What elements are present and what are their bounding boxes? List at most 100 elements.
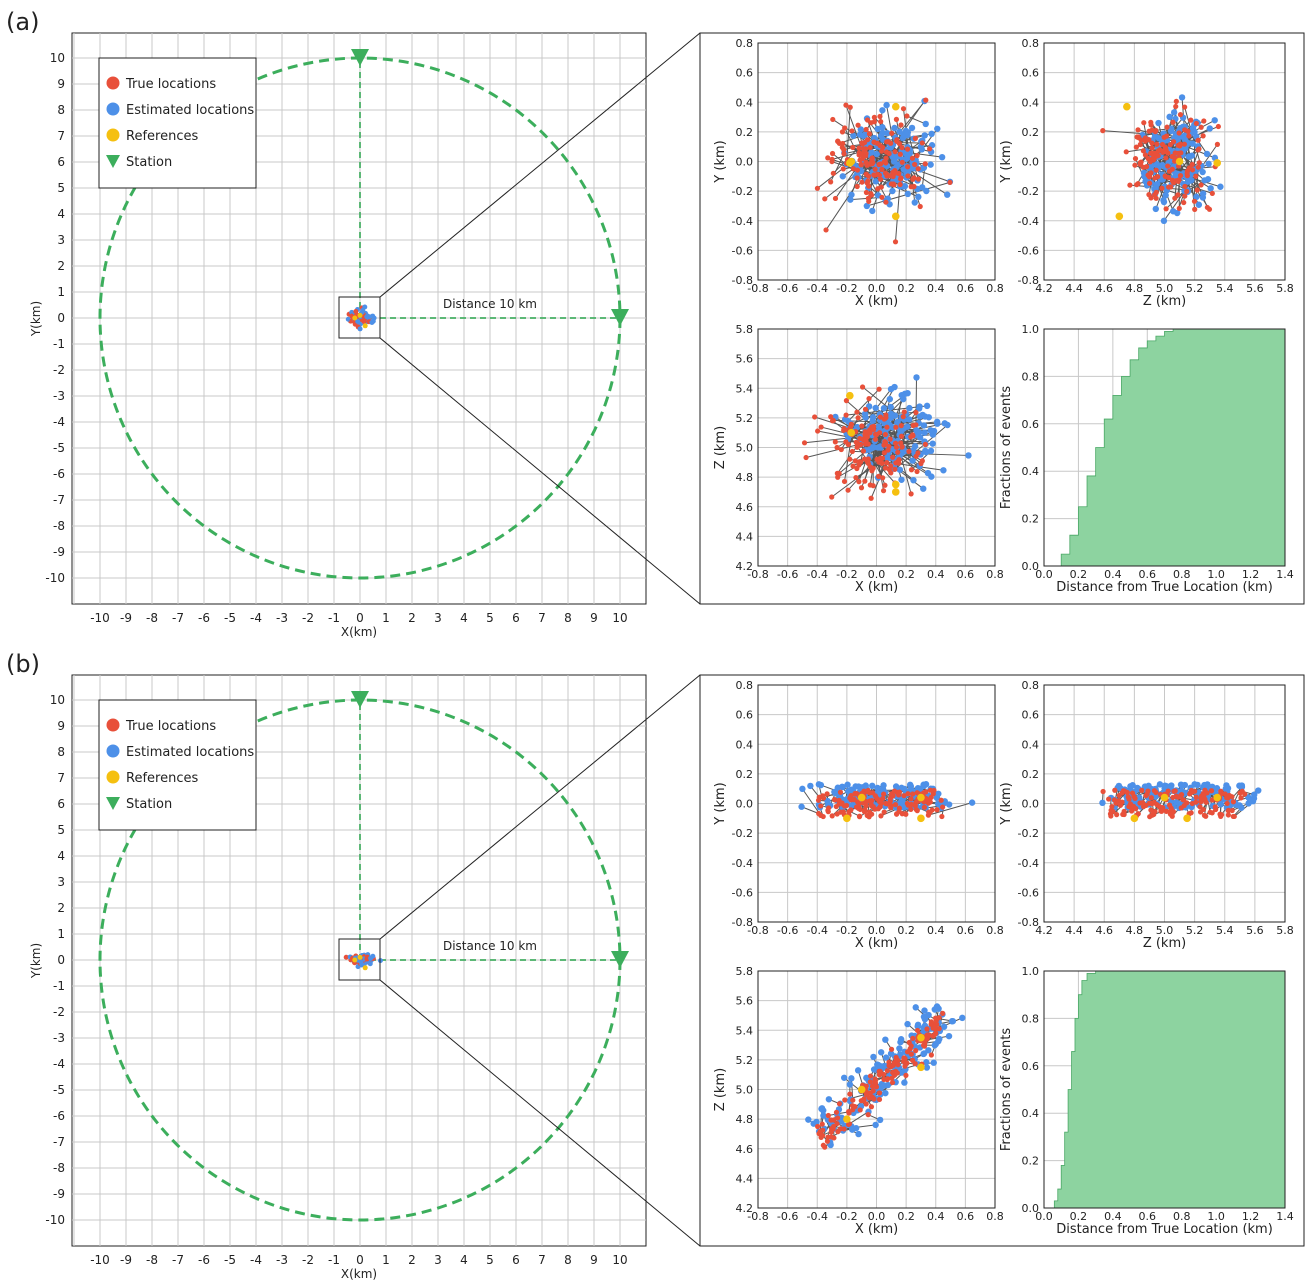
estimated-point	[1170, 109, 1178, 116]
x-tick-label: 0.8	[986, 568, 1004, 581]
true-point	[1239, 788, 1245, 794]
estimated-point	[923, 1064, 931, 1071]
true-point	[862, 406, 869, 412]
true-point	[898, 423, 904, 429]
true-point	[888, 463, 894, 469]
x-tick-label: 0.8	[986, 282, 1004, 295]
true-point	[1195, 137, 1201, 143]
estimated-point	[909, 457, 916, 464]
reference-point	[917, 793, 925, 802]
true-point	[1140, 148, 1146, 154]
y-tick-label: -4	[53, 1057, 65, 1071]
y-axis-label: Y (km)	[999, 782, 1014, 825]
y-tick-label: 5.8	[736, 323, 754, 336]
true-point	[855, 799, 861, 805]
map-event	[369, 319, 375, 325]
x-axis-label: X (km)	[855, 294, 898, 309]
true-point	[896, 808, 902, 815]
y-tick-label: 4.6	[736, 1143, 754, 1156]
estimated-point	[879, 786, 887, 793]
true-point	[834, 444, 840, 451]
x-tick-label: 3	[434, 1253, 442, 1267]
true-point	[1200, 133, 1206, 139]
legend-label: True locations	[125, 719, 216, 734]
true-point	[1125, 794, 1131, 800]
legend-marker	[106, 76, 120, 90]
true-point	[904, 800, 910, 807]
true-point	[829, 813, 835, 819]
x-tick-label: 5.4	[1216, 282, 1234, 295]
true-point	[927, 809, 933, 815]
estimated-point	[1223, 782, 1230, 789]
estimated-point	[1204, 176, 1212, 183]
true-point	[1193, 794, 1199, 800]
y-tick-label: -1	[53, 337, 65, 351]
true-point	[886, 1063, 892, 1069]
y-tick-label: -0.8	[732, 274, 753, 287]
true-point	[854, 183, 860, 190]
true-point	[1172, 195, 1178, 201]
true-point	[1198, 182, 1204, 188]
true-point	[876, 1096, 883, 1103]
true-point	[1154, 153, 1160, 159]
panel-b: (b)-10 -9 -8 -7 -6 -5 -4 -3 -2 -1 0 1 2 3 4 5 6 7 8 9 101098…	[6, 650, 1305, 1281]
estimated-point	[914, 785, 922, 792]
true-point	[858, 162, 864, 168]
x-tick-label: -0.4	[807, 282, 828, 295]
x-tick-label: -7	[172, 611, 184, 625]
estimated-point	[898, 476, 905, 483]
true-point	[818, 424, 824, 430]
true-point	[915, 166, 921, 172]
true-point	[901, 793, 907, 799]
y-tick-label: 4	[57, 207, 65, 221]
estimated-point	[880, 405, 888, 412]
true-point	[865, 1112, 871, 1118]
reference-point	[857, 1085, 866, 1094]
estimated-point	[968, 799, 976, 806]
x-tick-label: 0.8	[1173, 568, 1191, 581]
x-tick-label: 1.0	[1207, 568, 1225, 581]
estimated-point	[1142, 783, 1149, 790]
true-point	[906, 448, 912, 455]
x-axis-label: X (km)	[855, 580, 898, 595]
true-point	[1224, 800, 1230, 807]
y-tick-label: 0	[57, 953, 65, 967]
x-tick-label: 5	[486, 1253, 494, 1267]
y-tick-label: 4.4	[736, 1172, 754, 1185]
true-point	[855, 122, 861, 128]
true-point	[863, 189, 870, 196]
y-tick-label: 0.0	[736, 798, 754, 811]
offset-line	[915, 377, 918, 425]
true-point	[900, 414, 906, 420]
y-tick-label: 0.4	[1022, 465, 1040, 478]
x-tick-label: 0.8	[1173, 1210, 1191, 1223]
estimated-point	[891, 383, 898, 391]
true-point	[1175, 192, 1181, 198]
true-point	[897, 181, 903, 188]
true-point	[1132, 155, 1139, 162]
x-tick-label: 0.4	[1104, 568, 1122, 581]
estimated-point	[902, 127, 910, 135]
x-tick-label: 2	[408, 611, 416, 625]
reference-point	[846, 391, 854, 400]
x-tick-label: -0.6	[777, 568, 798, 581]
true-point	[864, 434, 870, 440]
true-point	[924, 797, 930, 803]
estimated-point	[872, 404, 879, 412]
true-point	[860, 448, 866, 454]
true-point	[900, 106, 907, 112]
reference-point	[1115, 212, 1124, 221]
true-point	[884, 424, 890, 430]
plot-frame	[757, 42, 996, 281]
estimated-point	[1211, 117, 1218, 124]
x-tick-label: -0.2	[836, 568, 857, 581]
estimated-point	[810, 1120, 817, 1127]
estimated-point	[910, 476, 917, 484]
true-point	[870, 1088, 876, 1094]
true-point	[1148, 150, 1154, 156]
x-axis-label: X (km)	[855, 1222, 898, 1237]
estimated-point	[1166, 113, 1173, 121]
reference-point	[847, 428, 856, 437]
y-tick-label: -0.2	[732, 827, 753, 840]
y-tick-label: 0.6	[1022, 709, 1040, 722]
